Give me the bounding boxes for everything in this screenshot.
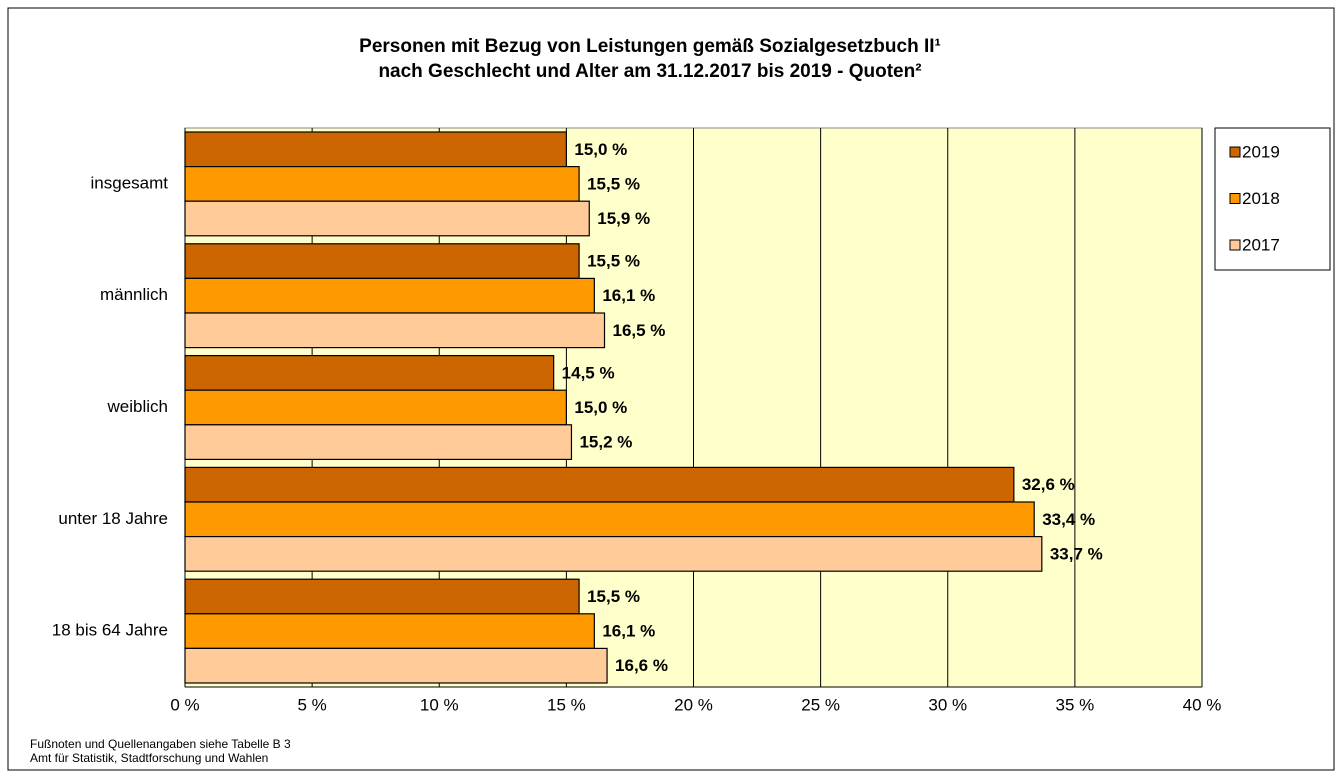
- legend-swatch: [1229, 146, 1241, 158]
- data-label: 15,0 %: [574, 398, 627, 417]
- bar: [184, 647, 608, 684]
- data-label: 15,5 %: [587, 252, 640, 271]
- data-label: 16,1 %: [602, 286, 655, 305]
- bar: [184, 535, 1043, 572]
- chart-title: Personen mit Bezug von Leistungen gemäß …: [359, 36, 941, 57]
- legend-label: 2018: [1242, 189, 1280, 208]
- data-label: 16,1 %: [602, 622, 655, 641]
- bar: [184, 613, 595, 649]
- y-tick-label: insgesamt: [91, 173, 169, 192]
- legend-swatch: [1229, 239, 1241, 251]
- legend-label: 2017: [1242, 235, 1280, 254]
- y-tick-label: männlich: [100, 285, 168, 304]
- data-label: 33,4 %: [1042, 510, 1095, 529]
- x-tick-label: 35 %: [1056, 695, 1095, 714]
- data-label: 32,6 %: [1022, 475, 1075, 494]
- bar: [184, 243, 580, 280]
- bar: [184, 200, 590, 237]
- data-label: 16,6 %: [615, 656, 668, 675]
- x-tick-label: 15 %: [547, 695, 586, 714]
- footnote: Fußnoten und Quellenangaben siehe Tabell…: [30, 737, 291, 751]
- x-tick-label: 25 %: [801, 695, 840, 714]
- y-tick-label: 18 bis 64 Jahre: [52, 621, 168, 640]
- data-label: 15,0 %: [574, 140, 627, 159]
- x-tick-label: 0 %: [170, 695, 199, 714]
- data-label: 33,7 %: [1050, 544, 1103, 563]
- data-label: 15,5 %: [587, 174, 640, 193]
- x-tick-label: 30 %: [928, 695, 967, 714]
- x-tick-label: 10 %: [420, 695, 459, 714]
- legend-swatch: [1229, 193, 1241, 204]
- y-tick-label: unter 18 Jahre: [58, 509, 168, 528]
- data-label: 14,5 %: [562, 363, 615, 382]
- bar: [184, 578, 580, 615]
- bar: [184, 166, 580, 202]
- data-label: 16,5 %: [613, 321, 666, 340]
- y-tick-label: weiblich: [107, 397, 168, 416]
- data-label: 15,2 %: [579, 433, 632, 452]
- x-tick-label: 40 %: [1183, 695, 1222, 714]
- x-tick-label: 20 %: [674, 695, 713, 714]
- bar: [184, 389, 567, 426]
- data-label: 15,5 %: [587, 587, 640, 606]
- legend-label: 2019: [1242, 142, 1280, 161]
- bar: [184, 501, 1035, 538]
- bar: [184, 277, 595, 314]
- chart-title: nach Geschlecht und Alter am 31.12.2017 …: [378, 61, 921, 82]
- footnote: Amt für Statistik, Stadtforschung und Wa…: [30, 751, 268, 765]
- x-tick-label: 5 %: [297, 695, 326, 714]
- bar: [184, 355, 555, 391]
- bar: [184, 131, 567, 168]
- bar: [184, 424, 573, 460]
- bar: [184, 312, 606, 349]
- bar: [184, 466, 1015, 503]
- data-label: 15,9 %: [597, 209, 650, 228]
